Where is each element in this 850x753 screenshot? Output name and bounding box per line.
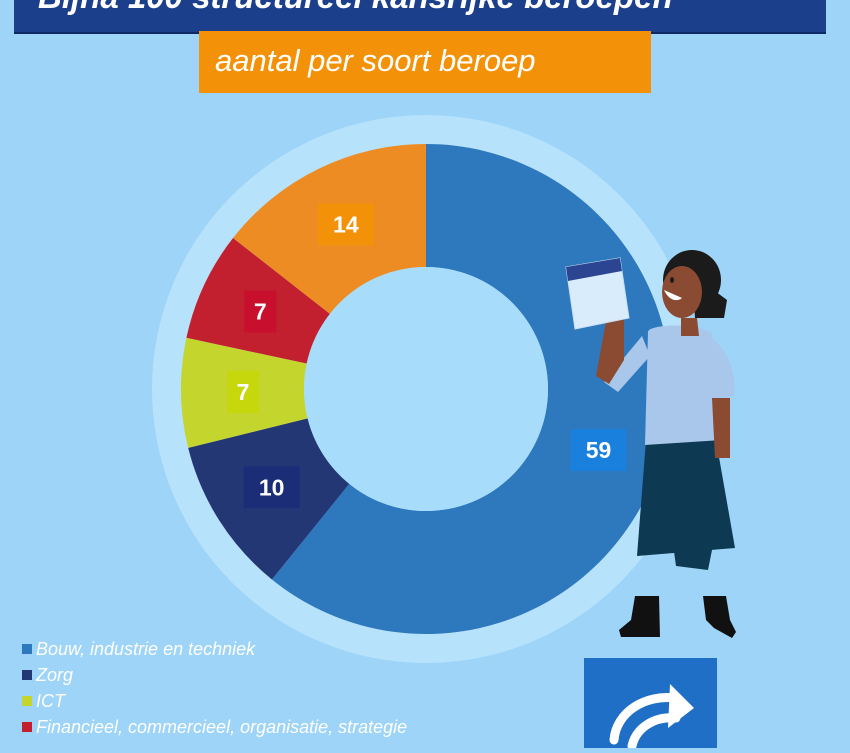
legend-label: Zorg (36, 665, 74, 685)
data-label-box (570, 429, 627, 472)
subtitle-box: aantal per soort beroep (199, 31, 651, 93)
chart-area: 59 10 7 7 14 (152, 115, 736, 663)
legend-swatch (22, 696, 32, 706)
legend-label: Financieel, commercieel, organisatie, st… (36, 717, 408, 737)
data-labels: 59 10 7 7 14 (227, 203, 627, 509)
logo-tile (584, 658, 717, 751)
data-label-box (244, 290, 277, 333)
refresh-arrow-logo-icon (609, 684, 694, 751)
donut-hole (304, 267, 548, 511)
chart-subtitle: aantal per soort beroep (215, 43, 536, 78)
data-label: 10 (259, 474, 285, 500)
legend-item: Bouw, industrie en techniek (22, 636, 407, 662)
legend-swatch (22, 644, 32, 654)
legend-item: Financieel, commercieel, organisatie, st… (22, 714, 407, 740)
woman-holding-card-illustration (596, 250, 736, 638)
chart-title: Bijna 100 structureel kansrijke beroepen (38, 0, 673, 16)
data-label-box (317, 203, 374, 246)
legend-label: Bouw, industrie en techniek (36, 639, 256, 659)
data-label: 14 (333, 211, 359, 237)
data-label: 59 (586, 437, 612, 463)
legend-item: ICT (22, 688, 407, 714)
data-label-box (243, 466, 300, 509)
data-label-box (227, 370, 260, 413)
legend-swatch (22, 670, 32, 680)
data-label: 7 (237, 379, 250, 405)
legend-swatch (22, 722, 32, 732)
card-icon (565, 257, 630, 330)
legend-label: ICT (36, 691, 65, 711)
legend-item: Zorg (22, 662, 407, 688)
data-label: 7 (254, 299, 267, 325)
legend: Bouw, industrie en techniek Zorg ICT Fin… (22, 636, 407, 740)
